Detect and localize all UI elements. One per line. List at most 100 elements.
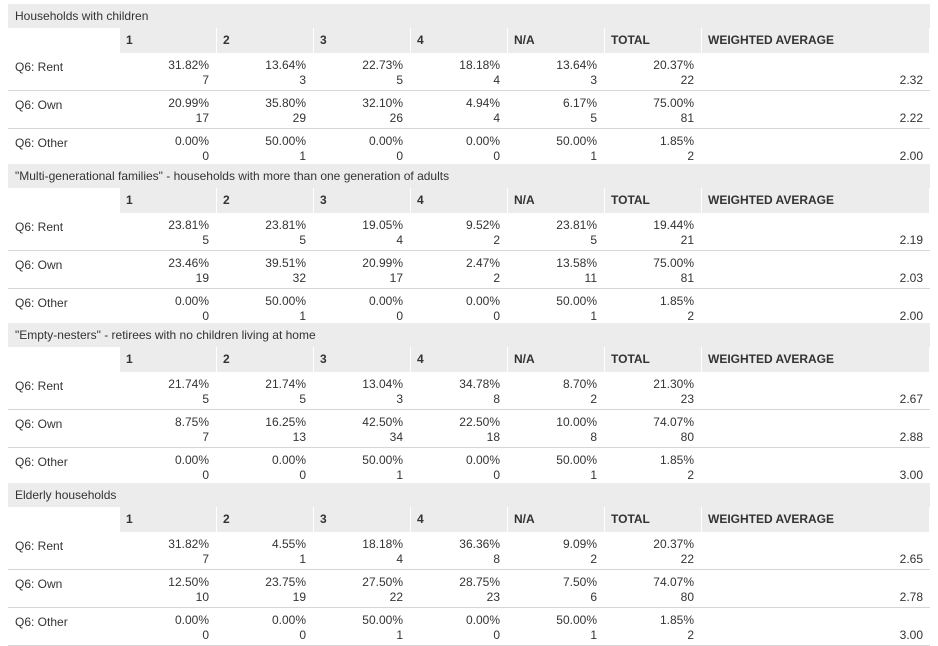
count-value: 1 (590, 309, 597, 323)
count-value: 13 (292, 430, 306, 444)
count-value: 80 (680, 590, 694, 604)
count-value: 5 (590, 111, 597, 125)
data-cell: 23.46% 19 (113, 256, 209, 286)
percent-value: 50.00% (556, 613, 597, 627)
weighted-average-value: 2.67 (899, 392, 923, 406)
table-section: Elderly households 1 2 3 4 N/A TOTAL WEIGHTED A… (0, 483, 938, 646)
column-header: 2 (217, 507, 313, 532)
row-label: Q6: Rent (15, 220, 64, 234)
data-cell: 0.00% 0 (307, 294, 403, 324)
data-cell: 36.36% 8 (404, 537, 500, 567)
data-cell: 1.85% 2 (598, 613, 694, 643)
percent-value: 8.70% (562, 377, 597, 391)
count-value: 81 (680, 111, 694, 125)
percent-value: 8.75% (174, 415, 209, 429)
percent-value: 75.00% (653, 256, 694, 270)
count-value: 0 (202, 468, 209, 482)
percent-value: 0.00% (174, 134, 209, 148)
percent-value: 7.50% (562, 575, 597, 589)
table-row: Q6: Own 12.50% 10 23.75% 19 27.50% 22 28.75% 23 7… (8, 570, 930, 608)
count-value: 0 (299, 468, 306, 482)
column-header: 2 (217, 347, 313, 372)
data-cell: 1.85% 2 (598, 294, 694, 324)
count-value: 4 (396, 552, 403, 566)
header-spacer (8, 507, 120, 532)
count-value: 11 (584, 271, 597, 285)
column-header: TOTAL (605, 28, 701, 53)
count-value: 2 (493, 233, 500, 247)
weighted-average-value: 3.00 (899, 628, 923, 642)
column-header: 2 (217, 28, 313, 53)
section-title: "Empty-nesters" - retirees with no child… (8, 323, 930, 347)
percent-value: 22.73% (362, 58, 403, 72)
count-value: 4 (493, 73, 500, 87)
percent-value: 50.00% (362, 453, 403, 467)
count-value: 26 (389, 111, 403, 125)
percent-value: 50.00% (556, 453, 597, 467)
row-label: Q6: Other (15, 136, 68, 150)
percent-value: 0.00% (465, 294, 500, 308)
weighted-average-value: 2.22 (899, 111, 923, 125)
data-cell: 50.00% 1 (501, 453, 597, 483)
data-cell: 0.00% 0 (404, 134, 500, 164)
table-row: Q6: Other 0.00% 0 50.00% 1 0.00% 0 0.00% 0 50.00%… (8, 129, 930, 167)
table-section: Households with children 1 2 3 4 N/A TOTAL WEIG… (0, 4, 938, 167)
weighted-average-value: 2.32 (899, 73, 923, 87)
column-header: TOTAL (605, 188, 701, 213)
percent-value: 0.00% (465, 134, 500, 148)
percent-value: 39.51% (265, 256, 306, 270)
percent-value: 12.50% (168, 575, 209, 589)
count-value: 1 (590, 468, 597, 482)
table-row: Q6: Other 0.00% 0 0.00% 0 50.00% 1 0.00% 0 50.00%… (8, 608, 930, 646)
weighted-average-value: 2.78 (899, 590, 923, 604)
data-cell: 0.00% 0 (113, 453, 209, 483)
weighted-average-value: 2.88 (899, 430, 923, 444)
percent-value: 18.18% (459, 58, 500, 72)
count-value: 1 (590, 149, 597, 163)
count-value: 2 (493, 271, 500, 285)
percent-value: 13.64% (556, 58, 597, 72)
data-cell: 1.85% 2 (598, 134, 694, 164)
column-header: 2 (217, 188, 313, 213)
percent-value: 42.50% (362, 415, 403, 429)
count-value: 81 (680, 271, 694, 285)
data-cell: 23.75% 19 (210, 575, 306, 605)
weighted-average-value: 2.00 (899, 309, 923, 323)
data-cell: 27.50% 22 (307, 575, 403, 605)
count-value: 7 (202, 73, 209, 87)
data-cell: 23.81% 5 (113, 218, 209, 248)
data-cell: 50.00% 1 (501, 613, 597, 643)
column-header: 4 (411, 347, 507, 372)
data-cell: 13.58% 11 (501, 256, 597, 286)
data-cell: 32.10% 26 (307, 96, 403, 126)
percent-value: 50.00% (556, 294, 597, 308)
row-label: Q6: Other (15, 455, 68, 469)
data-cell: 75.00% 81 (598, 96, 694, 126)
percent-value: 4.94% (465, 96, 500, 110)
count-value: 7 (202, 430, 209, 444)
data-cell: 31.82% 7 (113, 537, 209, 567)
data-cell: 35.80% 29 (210, 96, 306, 126)
count-value: 22 (680, 552, 694, 566)
percent-value: 27.50% (362, 575, 403, 589)
column-header: 3 (314, 188, 410, 213)
data-cell: 0.00% 0 (404, 613, 500, 643)
data-cell: 10.00% 8 (501, 415, 597, 445)
count-value: 1 (299, 309, 306, 323)
section-title: Households with children (8, 4, 930, 28)
percent-value: 1.85% (659, 613, 694, 627)
percent-value: 50.00% (265, 294, 306, 308)
percent-value: 31.82% (168, 537, 209, 551)
count-value: 1 (299, 149, 306, 163)
column-header: WEIGHTED AVERAGE (702, 347, 929, 372)
count-value: 17 (389, 271, 403, 285)
percent-value: 19.05% (362, 218, 403, 232)
table-row: Q6: Own 23.46% 19 39.51% 32 20.99% 17 2.47% 2 13.… (8, 251, 930, 289)
count-value: 5 (299, 233, 306, 247)
data-cell: 4.55% 1 (210, 537, 306, 567)
count-value: 3 (590, 73, 597, 87)
data-cell: 20.37% 22 (598, 58, 694, 88)
count-value: 21 (680, 233, 694, 247)
data-cell: 0.00% 0 (113, 294, 209, 324)
percent-value: 2.47% (465, 256, 500, 270)
